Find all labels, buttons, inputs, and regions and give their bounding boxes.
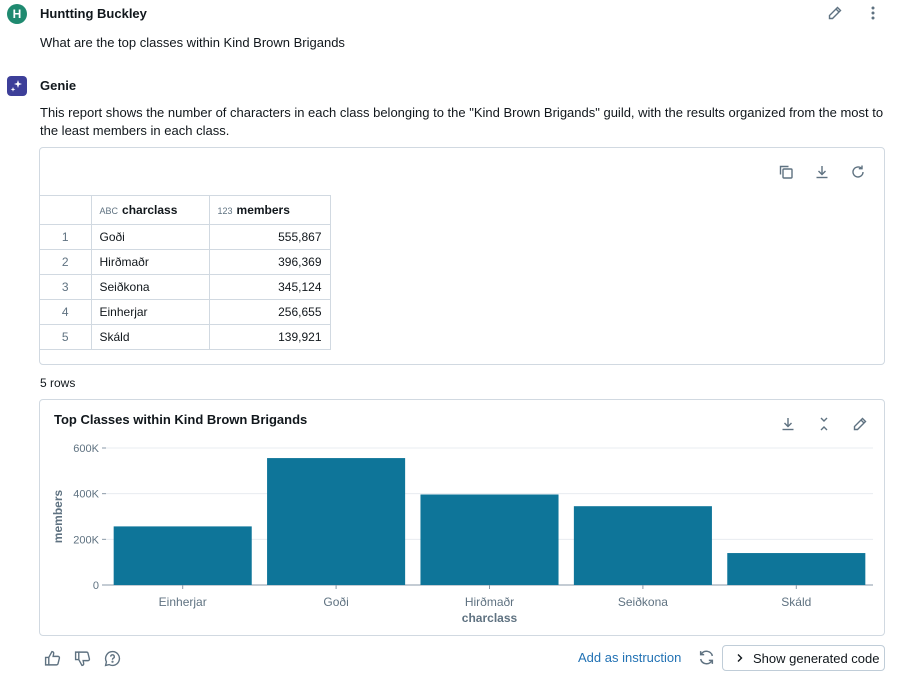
cell-members: 396,369: [208, 249, 331, 275]
message-actions: [825, 3, 883, 23]
bar-einherjar: [113, 526, 252, 585]
row-index: 1: [40, 224, 92, 250]
x-tick-label: Einherjar: [159, 595, 207, 609]
y-tick-label: 600K: [73, 443, 99, 455]
x-tick-label: Skáld: [781, 595, 811, 609]
download-icon[interactable]: [812, 162, 832, 182]
row-index: 5: [40, 324, 92, 350]
user-name: Huntting Buckley: [40, 6, 147, 21]
column-label: members: [236, 203, 290, 217]
genie-name: Genie: [40, 78, 77, 93]
bar-skáld: [727, 553, 866, 585]
bar-hirðmaðr: [420, 494, 559, 585]
y-tick-label: 200K: [73, 534, 99, 546]
cell-members: 555,867: [208, 224, 331, 250]
row-index: 2: [40, 249, 92, 275]
bar-seiðkona: [573, 506, 712, 585]
copy-icon[interactable]: [776, 162, 796, 182]
show-code-label: Show generated code: [753, 650, 880, 666]
table-header-row: ABC charclass 123 members: [40, 195, 331, 225]
edit-icon[interactable]: [825, 3, 845, 23]
table-row: 1 Goði 555,867: [40, 224, 331, 250]
thumbs-down-icon[interactable]: [72, 648, 92, 668]
table-toolbar: [776, 162, 868, 182]
download-icon[interactable]: [778, 414, 798, 434]
feedback-actions: [42, 648, 122, 668]
rerun-icon[interactable]: [848, 162, 868, 182]
thumbs-up-icon[interactable]: [42, 648, 62, 668]
comment-icon[interactable]: [102, 648, 122, 668]
column-header-members[interactable]: 123 members: [208, 195, 331, 225]
cell-charclass: Skáld: [90, 324, 210, 350]
regenerate-icon[interactable]: [696, 647, 716, 667]
chevron-right-icon: [735, 651, 745, 666]
chart-card: Top Classes within Kind Brown Brigands 0…: [39, 399, 885, 636]
collapse-icon[interactable]: [814, 414, 834, 434]
column-header-charclass[interactable]: ABC charclass: [90, 195, 210, 225]
row-count: 5 rows: [40, 376, 76, 390]
x-tick-label: Hirðmaðr: [465, 595, 514, 609]
user-avatar: H: [7, 4, 27, 24]
row-index: 3: [40, 274, 92, 300]
column-label: charclass: [122, 203, 178, 217]
genie-description: This report shows the number of characte…: [40, 105, 884, 138]
cell-charclass: Einherjar: [90, 299, 210, 325]
result-table-card: ABC charclass 123 members 1 Goði 555,867 2…: [39, 147, 885, 365]
table-row: 2 Hirðmaðr 396,369: [40, 249, 331, 275]
y-tick-label: 400K: [73, 489, 99, 501]
cell-charclass: Goði: [90, 224, 210, 250]
add-as-instruction-link[interactable]: Add as instruction: [578, 650, 682, 665]
x-tick-label: Goði: [323, 595, 348, 609]
table-row: 5 Skáld 139,921: [40, 324, 331, 350]
chart-toolbar: [778, 414, 870, 434]
genie-avatar-icon: [7, 76, 27, 96]
bar-chart: 0 200K 400K 600K Einherjar Goði Hirðmaðr Seiðko…: [51, 443, 873, 625]
y-axis-title: members: [51, 490, 65, 544]
chart-title: Top Classes within Kind Brown Brigands: [54, 412, 308, 427]
bar-goði: [267, 458, 406, 585]
row-index: 4: [40, 299, 92, 325]
result-table: ABC charclass 123 members 1 Goði 555,867 2…: [40, 195, 331, 350]
show-generated-code-button[interactable]: Show generated code: [722, 645, 885, 671]
table-row: 3 Seiðkona 345,124: [40, 274, 331, 300]
string-type-icon: ABC: [99, 206, 119, 216]
y-tick-label: 0: [93, 580, 99, 592]
cell-members: 256,655: [208, 299, 331, 325]
x-tick-label: Seiðkona: [618, 595, 668, 609]
index-column-header: [40, 195, 92, 225]
user-question: What are the top classes within Kind Bro…: [40, 35, 345, 50]
cell-charclass: Seiðkona: [90, 274, 210, 300]
x-axis-title: charclass: [462, 611, 518, 625]
table-row: 4 Einherjar 256,655: [40, 299, 331, 325]
cell-members: 139,921: [208, 324, 331, 350]
cell-members: 345,124: [208, 274, 331, 300]
more-options-icon[interactable]: [863, 3, 883, 23]
integer-type-icon: 123: [217, 206, 233, 216]
cell-charclass: Hirðmaðr: [90, 249, 210, 275]
edit-chart-icon[interactable]: [850, 414, 870, 434]
